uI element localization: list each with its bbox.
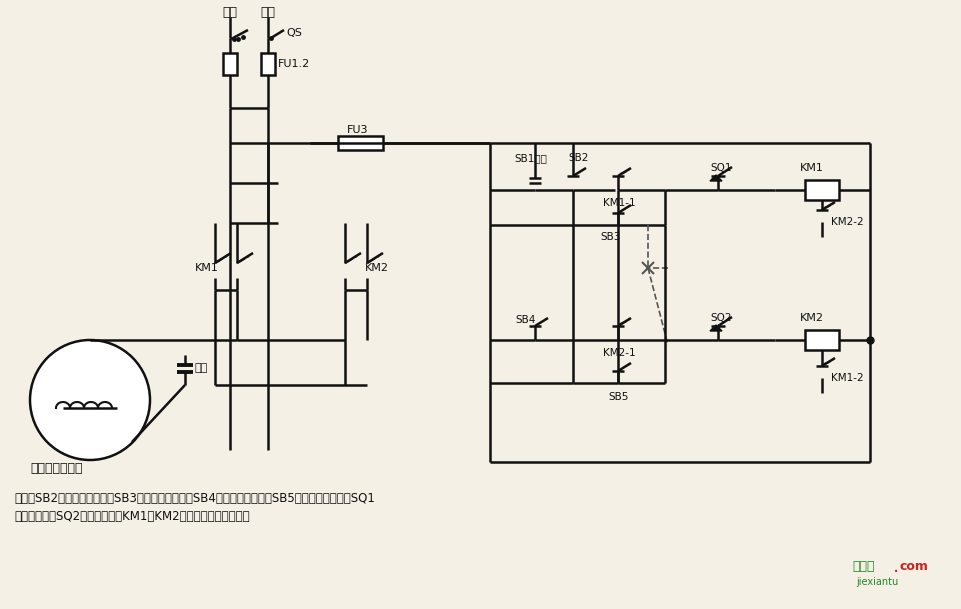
- Bar: [260, 53, 275, 75]
- Bar: [804, 180, 838, 200]
- Polygon shape: [709, 325, 722, 331]
- Text: SQ2: SQ2: [709, 313, 730, 323]
- Text: SB5: SB5: [607, 392, 628, 402]
- Text: KM1: KM1: [195, 263, 219, 273]
- Text: 零线: 零线: [260, 7, 275, 19]
- Polygon shape: [709, 175, 722, 181]
- Text: jiexiantu: jiexiantu: [855, 577, 898, 587]
- Text: SB2: SB2: [567, 153, 588, 163]
- Text: QS: QS: [285, 28, 302, 38]
- Text: KM2: KM2: [364, 263, 388, 273]
- Text: .: .: [892, 557, 899, 577]
- Text: FU1.2: FU1.2: [278, 59, 310, 69]
- Text: SB4: SB4: [514, 315, 535, 325]
- Text: KM1-2: KM1-2: [830, 373, 863, 383]
- Text: SB1停止: SB1停止: [513, 153, 546, 163]
- Text: 接线图: 接线图: [851, 560, 874, 574]
- Text: FU3: FU3: [347, 125, 368, 135]
- Text: KM2-2: KM2-2: [830, 217, 863, 227]
- Text: KM1-1: KM1-1: [603, 198, 635, 208]
- Text: 说明：SB2为上升启动按钮，SB3为上升点动按钮，SB4为下降启动按钮，SB5为下降点动按钮；SQ1: 说明：SB2为上升启动按钮，SB3为上升点动按钮，SB4为下降启动按钮，SB5为…: [14, 491, 375, 504]
- Text: 火线: 火线: [222, 7, 237, 19]
- Text: 为最高限位，SQ2为最低限位。KM1、KM2可用中间继电器代替。: 为最高限位，SQ2为最低限位。KM1、KM2可用中间继电器代替。: [14, 510, 249, 523]
- Bar: [804, 330, 838, 350]
- Text: 电容: 电容: [195, 363, 208, 373]
- Text: SQ1: SQ1: [709, 163, 730, 173]
- Text: KM2: KM2: [800, 313, 824, 323]
- Text: KM2-1: KM2-1: [603, 348, 635, 358]
- Circle shape: [30, 340, 150, 460]
- Text: KM1: KM1: [800, 163, 823, 173]
- Bar: [337, 136, 382, 150]
- Text: com: com: [899, 560, 928, 574]
- Text: 单相电容电动机: 单相电容电动机: [30, 462, 83, 474]
- Bar: [223, 53, 236, 75]
- Text: SB3: SB3: [600, 232, 620, 242]
